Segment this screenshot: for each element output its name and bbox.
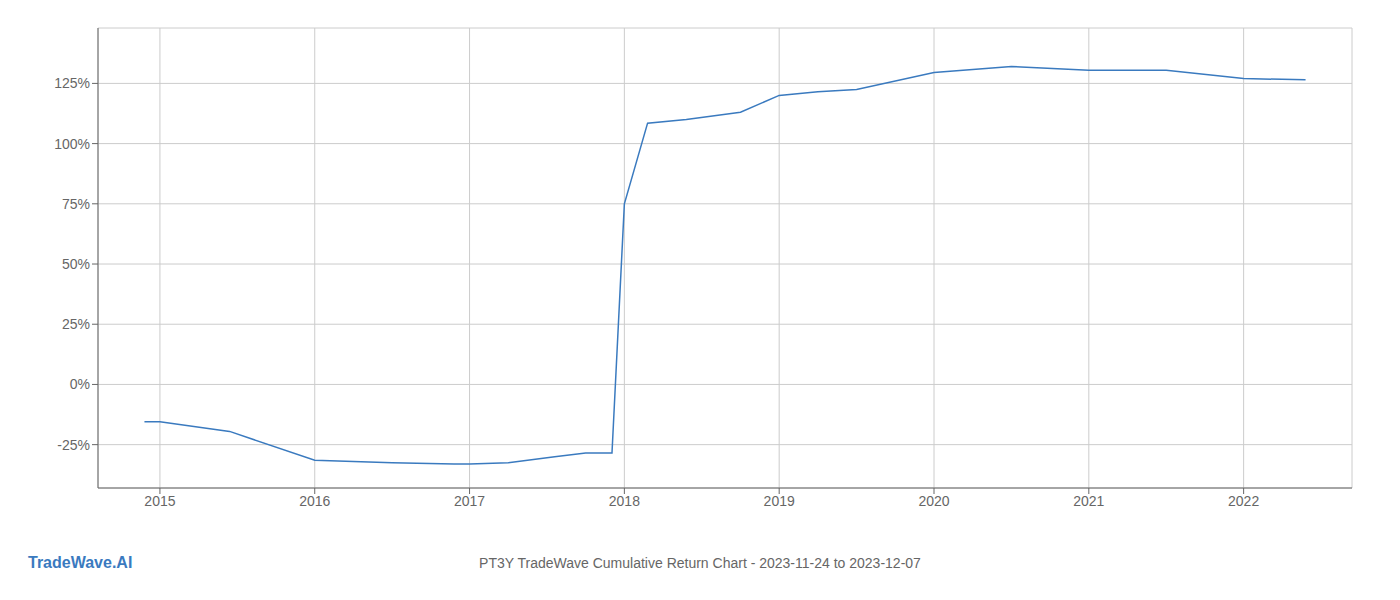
html-text:PT3Y TradeWave Cumulative Retu: PT3Y TradeWave Cumulative Return Chart -…: [479, 555, 921, 571]
svg-text:0%: 0%: [70, 376, 90, 392]
svg-text:2016: 2016: [299, 493, 330, 509]
svg-text:100%: 100%: [54, 136, 90, 152]
svg-text:2015: 2015: [144, 493, 175, 509]
svg-text:2021: 2021: [1073, 493, 1104, 509]
svg-text:75%: 75%: [62, 196, 90, 212]
svg-text:50%: 50%: [62, 256, 90, 272]
svg-text:2022: 2022: [1228, 493, 1259, 509]
svg-text:2018: 2018: [609, 493, 640, 509]
svg-text:-25%: -25%: [57, 437, 90, 453]
svg-text:2019: 2019: [764, 493, 795, 509]
html-text:TradeWave.AI: TradeWave.AI: [28, 554, 133, 571]
svg-text:125%: 125%: [54, 75, 90, 91]
svg-text:2017: 2017: [454, 493, 485, 509]
svg-text:25%: 25%: [62, 316, 90, 332]
svg-text:2020: 2020: [918, 493, 949, 509]
